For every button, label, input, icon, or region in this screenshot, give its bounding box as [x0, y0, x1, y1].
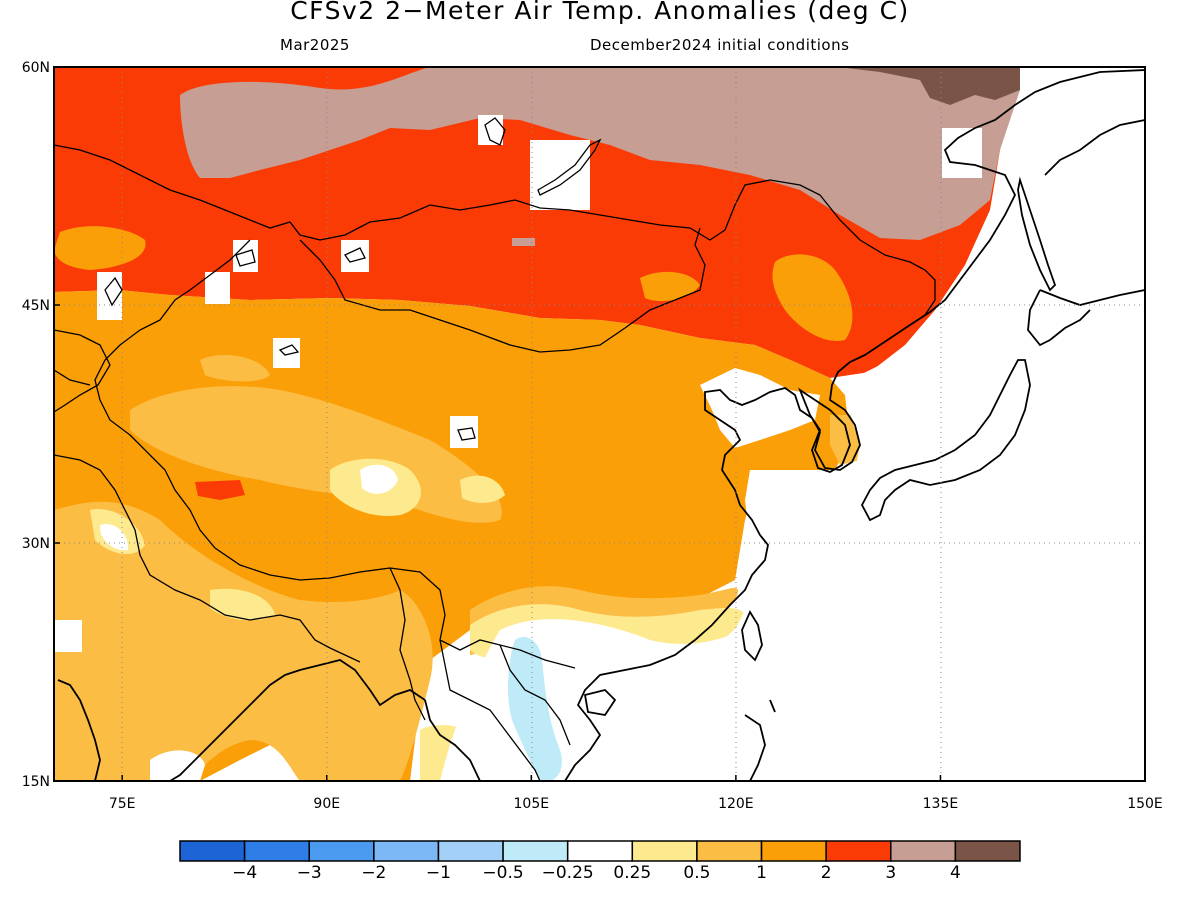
- lake-balkhash: [104, 276, 123, 307]
- country-borders: [54, 144, 936, 781]
- anomaly-zone-near-zero: [100, 524, 129, 551]
- anomaly-patch-1-to-2: [772, 254, 853, 341]
- lakes: [104, 117, 602, 441]
- map-title: CFSv2 2−Meter Air Temp. Anomalies (deg C…: [290, 0, 910, 25]
- colorbar-swatch: [243, 840, 310, 862]
- colorbar: −4 −3 −2 −1 −0.5 −0.25 0.25 0.5 1 2 3 4: [179, 840, 1021, 883]
- lon-tick-label: 75E: [109, 796, 136, 812]
- anomaly-zone-near-zero: [360, 464, 398, 494]
- lon-tick-label: 135E: [923, 796, 959, 812]
- colorbar-label: 1: [756, 863, 767, 883]
- lon-tick-label: 90E: [313, 796, 340, 812]
- lat-tick-label: 30N: [22, 536, 50, 552]
- lake-zaysan: [235, 249, 256, 267]
- anomaly-fields: [54, 67, 1145, 781]
- border-russia-kazakhstan-mongolia: [54, 144, 936, 326]
- coastline-taiwan: [741, 610, 763, 662]
- ocean-east: [700, 68, 1145, 781]
- colorbar-label: 4: [950, 863, 961, 883]
- coastline-philippines: [744, 699, 776, 781]
- coastline-korea: [798, 387, 851, 473]
- colorbar-label: 0.25: [613, 863, 651, 883]
- border-myanmar: [389, 567, 426, 721]
- coastlines: [57, 69, 1145, 781]
- lon-tick-label: 120E: [718, 796, 754, 812]
- masked-cell: [530, 140, 590, 210]
- border-mongolia-china: [299, 227, 706, 353]
- longitude-axis: 75E 90E 105E 120E 135E 150E: [109, 775, 1163, 812]
- lon-tick-label: 150E: [1127, 796, 1163, 812]
- border-central-asia: [54, 329, 111, 413]
- masked-cell: [205, 272, 230, 304]
- anomaly-zone-0.25-to-0.5: [210, 588, 275, 621]
- colorbar-label: −2: [361, 863, 386, 883]
- coastline-bay-of-bengal: [169, 659, 426, 781]
- colorbar-label: 2: [821, 863, 832, 883]
- colorbar-swatch: [890, 840, 957, 862]
- colorbar-label: 3: [885, 863, 896, 883]
- coastline-arabian: [57, 679, 101, 781]
- anomaly-zone-3-to-4: [180, 67, 1020, 240]
- coastline-japan-honshu: [860, 359, 1031, 522]
- lake-baikal: [537, 138, 602, 196]
- masked-cell: [54, 620, 82, 652]
- lat-tick-label: 45N: [22, 298, 50, 314]
- border-india-south-asia: [54, 454, 361, 663]
- anomaly-zone-neg0.25-to-neg0.5: [508, 636, 562, 781]
- border-china-west: [94, 239, 501, 651]
- anomaly-patch-1-to-2: [54, 226, 146, 270]
- gridlines: [54, 67, 1145, 781]
- anomaly-patch-2-to-3: [195, 480, 245, 500]
- colorbar-label: 0.5: [683, 863, 710, 883]
- initial-conditions-label: December2024 initial conditions: [590, 36, 850, 54]
- anomaly-zone-near-zero: [150, 750, 205, 781]
- colorbar-swatch: [954, 840, 1021, 862]
- coastline-kamchatka: [1044, 119, 1145, 176]
- lat-tick-label: 15N: [22, 774, 50, 790]
- latitude-axis: 60N 45N 30N 15N: [22, 60, 60, 790]
- anomaly-zone-above-4: [838, 67, 1020, 105]
- colorbar-swatch: [825, 840, 892, 862]
- anomaly-zone-0.5-to-1: [200, 355, 270, 382]
- colorbar-label: −1: [426, 863, 451, 883]
- colorbar-swatch: [437, 840, 504, 862]
- coastline-sakhalin: [1017, 176, 1057, 292]
- valid-month-label: Mar2025: [280, 36, 350, 54]
- colorbar-label: −0.5: [482, 863, 523, 883]
- anomaly-zone-0.25-to-0.5: [460, 475, 505, 503]
- ocean-east: [1020, 67, 1145, 85]
- border-southeast-asia: [439, 639, 571, 781]
- colorbar-label: −4: [232, 863, 257, 883]
- lake-qinghai: [457, 427, 476, 441]
- colorbar-label: −0.25: [542, 863, 594, 883]
- ocean-bohai: [700, 368, 820, 448]
- colorbar-swatch: [373, 840, 440, 862]
- colorbar-swatch: [760, 840, 827, 862]
- lake-issyk-kul: [278, 344, 300, 356]
- coastline-asia-east: [564, 69, 1145, 781]
- coastline-hainan: [583, 689, 617, 716]
- colorbar-label: −3: [297, 863, 322, 883]
- lat-tick-label: 60N: [22, 60, 50, 76]
- anomaly-patch-1-to-2: [640, 271, 700, 302]
- lake-khovsgol: [484, 117, 506, 146]
- colorbar-swatch: [631, 840, 698, 862]
- colorbar-swatch: [179, 840, 246, 862]
- colorbar-swatch: [502, 840, 569, 862]
- colorbar-swatch: [566, 840, 634, 862]
- colorbar-swatch: [696, 840, 763, 862]
- border-china-southeast: [499, 644, 576, 669]
- map-frame: [53, 66, 1146, 782]
- coastline-japan-hokkaido: [1027, 289, 1145, 347]
- lake-uvs: [344, 247, 366, 263]
- coastline-indochina: [424, 699, 481, 781]
- anomaly-zone-0.5-to-1: [830, 415, 860, 465]
- anomaly-patch-3-to-4: [512, 238, 535, 246]
- colorbar-swatch: [308, 840, 375, 862]
- lon-tick-label: 105E: [514, 796, 550, 812]
